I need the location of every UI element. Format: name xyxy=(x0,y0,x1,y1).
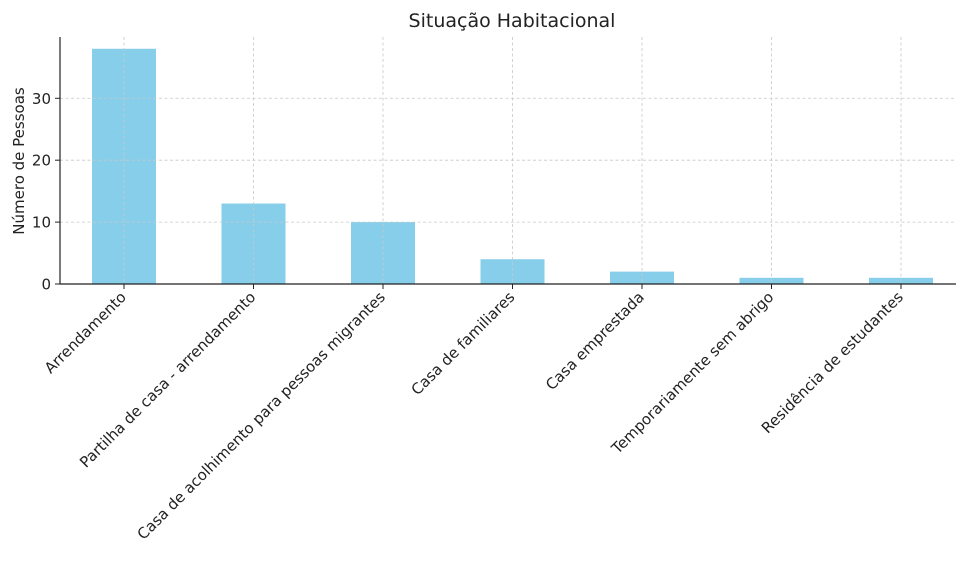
chart-title: Situação Habitacional xyxy=(409,10,616,32)
y-tick-label: 0 xyxy=(41,276,51,294)
axes xyxy=(55,37,956,289)
y-tick-label: 30 xyxy=(32,90,51,108)
x-tick-label: Casa de acolhimento para pessoas migrant… xyxy=(134,288,389,543)
x-tick-label: Casa de familiares xyxy=(408,288,519,399)
bar xyxy=(610,271,674,284)
y-tick-label: 10 xyxy=(32,214,51,232)
grid xyxy=(60,37,956,285)
x-tick-label: Residência de estudantes xyxy=(758,288,907,437)
x-tick-label: Casa emprestada xyxy=(542,288,648,394)
y-tick-label: 20 xyxy=(32,152,51,170)
y-axis-label: Número de Pessoas xyxy=(10,87,28,235)
x-tick-label: Arrendamento xyxy=(41,288,130,377)
